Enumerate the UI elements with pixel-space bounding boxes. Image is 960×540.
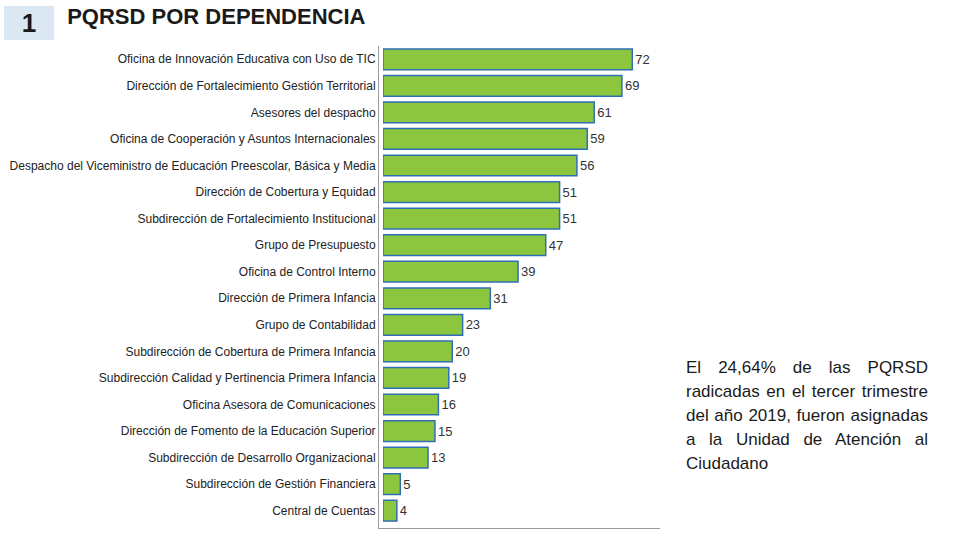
svg-text:Dirección de Fomento de la Edu: Dirección de Fomento de la Educación Sup… xyxy=(121,424,376,438)
svg-text:Subdirección de Gestión Financ: Subdirección de Gestión Financiera xyxy=(185,477,375,491)
svg-text:Dirección de Primera Infancia: Dirección de Primera Infancia xyxy=(218,291,376,305)
svg-text:Oficina de Innovación Educativ: Oficina de Innovación Educativa con Uso … xyxy=(118,52,376,66)
svg-text:20: 20 xyxy=(455,344,469,359)
svg-text:47: 47 xyxy=(549,238,563,253)
svg-text:Dirección de Fortalecimiento G: Dirección de Fortalecimiento Gestión Ter… xyxy=(126,79,375,93)
svg-text:4: 4 xyxy=(400,503,407,518)
svg-text:51: 51 xyxy=(563,211,577,226)
svg-text:39: 39 xyxy=(521,264,535,279)
svg-text:Asesores del despacho: Asesores del despacho xyxy=(251,106,376,120)
svg-text:Despacho del Viceministro de E: Despacho del Viceministro de Educación P… xyxy=(10,159,376,173)
svg-text:Subdirección de Cobertura de P: Subdirección de Cobertura de Primera Inf… xyxy=(125,345,375,359)
svg-text:51: 51 xyxy=(563,185,577,200)
svg-text:23: 23 xyxy=(466,317,480,332)
svg-text:13: 13 xyxy=(431,450,445,465)
svg-text:19: 19 xyxy=(452,370,466,385)
svg-text:31: 31 xyxy=(493,291,507,306)
svg-text:72: 72 xyxy=(635,52,649,67)
svg-text:Subdirección Calidad y Pertine: Subdirección Calidad y Pertinencia Prime… xyxy=(99,371,376,385)
svg-text:56: 56 xyxy=(580,158,594,173)
svg-text:Dirección de Cobertura y Equid: Dirección de Cobertura y Equidad xyxy=(195,185,375,199)
html-text:El 24,64% de las PQRSD radicad: El 24,64% de las PQRSD radicadas en el t… xyxy=(686,358,928,473)
svg-text:Central de Cuentas: Central de Cuentas xyxy=(272,504,375,518)
svg-text:15: 15 xyxy=(438,424,452,439)
svg-text:Subdirección de Desarrollo Org: Subdirección de Desarrollo Organizaciona… xyxy=(148,451,375,465)
svg-text:16: 16 xyxy=(441,397,455,412)
svg-text:69: 69 xyxy=(625,78,639,93)
svg-text:PQRSD POR DEPENDENCIA: PQRSD POR DEPENDENCIA xyxy=(67,4,365,29)
svg-text:59: 59 xyxy=(590,131,604,146)
svg-text:5: 5 xyxy=(403,477,410,492)
svg-text:Oficina Asesora de Comunicacio: Oficina Asesora de Comunicaciones xyxy=(183,398,376,412)
svg-text:61: 61 xyxy=(597,105,611,120)
svg-text:Grupo de Presupuesto: Grupo de Presupuesto xyxy=(255,238,376,252)
svg-text:Grupo de Contabilidad: Grupo de Contabilidad xyxy=(256,318,376,332)
html-text:1: 1 xyxy=(21,8,37,38)
svg-text:Subdirección de Fortalecimient: Subdirección de Fortalecimiento Instituc… xyxy=(137,212,375,226)
svg-text:Oficina de Cooperación y Asunt: Oficina de Cooperación y Asuntos Interna… xyxy=(110,132,376,146)
svg-text:Oficina de Control Interno: Oficina de Control Interno xyxy=(239,265,376,279)
